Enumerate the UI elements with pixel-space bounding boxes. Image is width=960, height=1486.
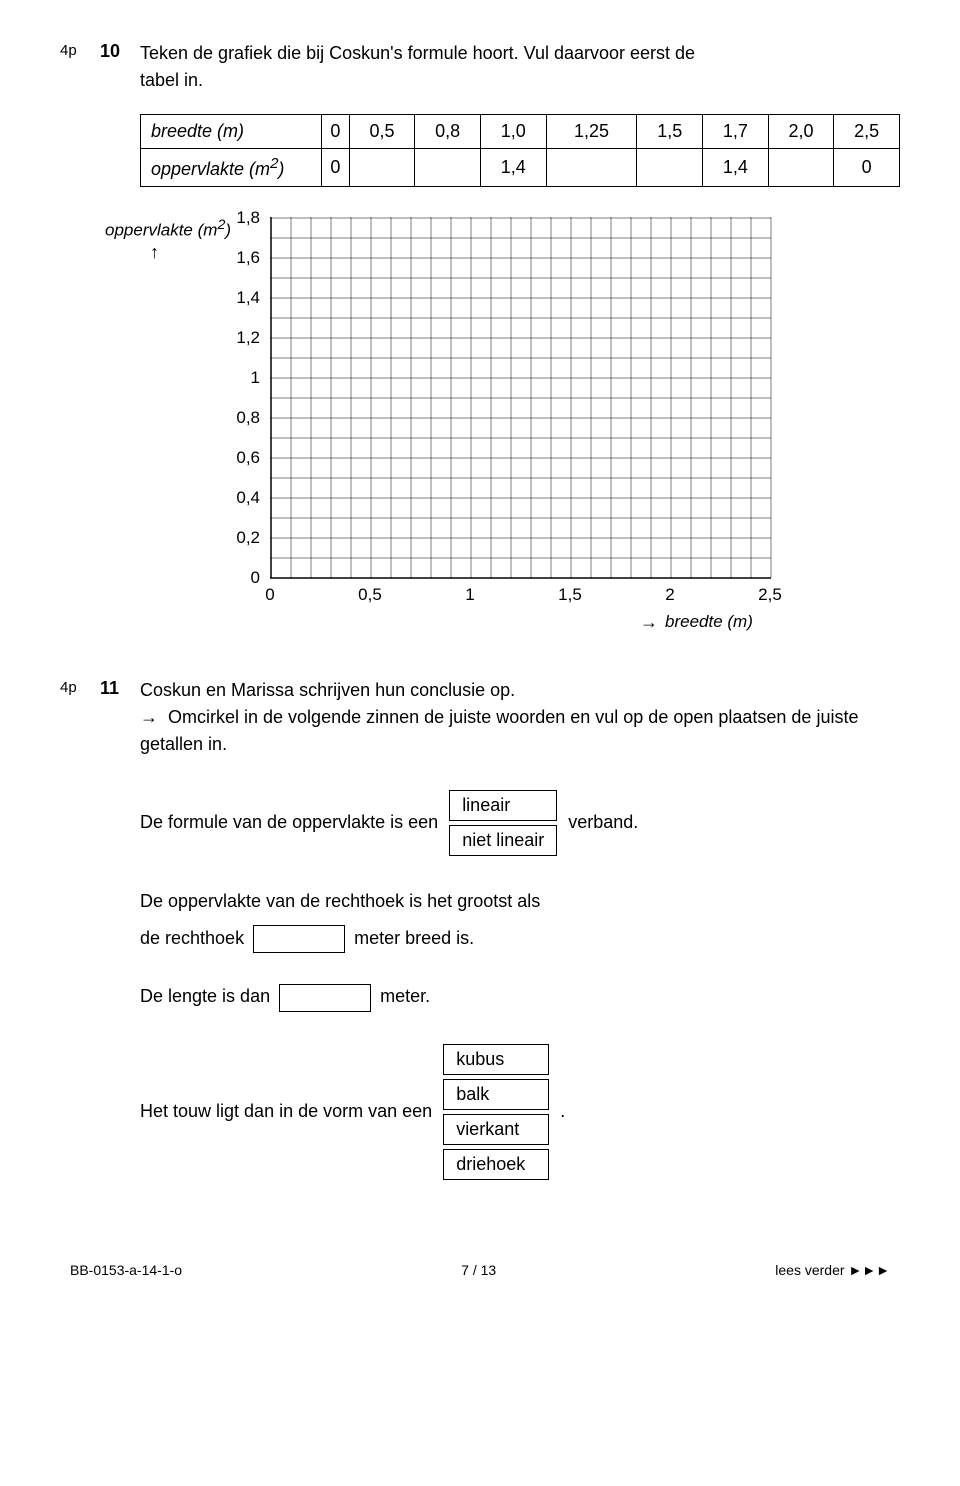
table-cell: 2,0 <box>768 115 834 149</box>
footer-mid: 7 / 13 <box>461 1262 496 1278</box>
y-tick: 1,8 <box>220 208 260 228</box>
table-cell: 1,7 <box>703 115 769 149</box>
table-cell[interactable] <box>415 149 481 187</box>
fill-sentence-4: De lengte is dan meter. <box>140 983 900 1011</box>
points-label: 4p <box>60 40 100 59</box>
table-cell: 1,25 <box>546 115 637 149</box>
footer-left: BB-0153-a-14-1-o <box>70 1262 182 1278</box>
option-driehoek[interactable]: driehoek <box>443 1149 549 1180</box>
option-vierkant[interactable]: vierkant <box>443 1114 549 1145</box>
footer-right: lees verder ►►► <box>775 1262 890 1278</box>
y-tick: 1,4 <box>220 288 260 308</box>
y-axis-label: oppervlakte (m2) <box>105 217 231 241</box>
y-tick: 0,8 <box>220 408 260 428</box>
option-kubus[interactable]: kubus <box>443 1044 549 1075</box>
x-tick: 2 <box>650 585 690 605</box>
arrow-right-icon: → <box>640 612 658 633</box>
table-cell[interactable] <box>637 149 703 187</box>
table-cell[interactable]: 1,4 <box>703 149 769 187</box>
table-cell: 1,5 <box>637 115 703 149</box>
option-niet-lineair[interactable]: niet lineair <box>449 825 557 856</box>
x-tick: 2,5 <box>750 585 790 605</box>
y-tick: 0,6 <box>220 448 260 468</box>
table-cell[interactable] <box>546 149 637 187</box>
table-cell: 1,0 <box>480 115 546 149</box>
question-text: Teken de grafiek die bij Coskun's formul… <box>140 40 900 94</box>
table-cell[interactable]: 0 <box>834 149 900 187</box>
question-number: 11 <box>100 677 140 699</box>
fill-sentence-1: De formule van de oppervlakte is een lin… <box>140 788 900 858</box>
question-body: Coskun en Marissa schrijven hun conclusi… <box>140 677 900 1182</box>
table-cell: 0,5 <box>349 115 415 149</box>
table-cell[interactable] <box>768 149 834 187</box>
y-tick: 1,2 <box>220 328 260 348</box>
option-group: kubus balk vierkant driehoek <box>443 1042 549 1182</box>
question-11: 4p 11 Coskun en Marissa schrijven hun co… <box>60 677 900 1182</box>
x-tick: 0,5 <box>350 585 390 605</box>
question-body: Teken de grafiek die bij Coskun's formul… <box>140 40 900 677</box>
table-cell[interactable]: 0 <box>322 149 350 187</box>
y-tick: 0,4 <box>220 488 260 508</box>
fill-sentence-2: De oppervlakte van de rechthoek is het g… <box>140 888 900 915</box>
option-balk[interactable]: balk <box>443 1079 549 1110</box>
row-label: breedte (m) <box>141 115 322 149</box>
blank-input[interactable] <box>253 925 345 953</box>
grid[interactable] <box>270 217 772 579</box>
table-cell: 0 <box>322 115 350 149</box>
y-tick: 0,2 <box>220 528 260 548</box>
arrow-right-icon: → <box>140 707 158 727</box>
blank-chart: oppervlakte (m2) ↑ 1,8 1,6 1,4 1,2 1 0,8… <box>220 217 900 647</box>
option-group: lineair niet lineair <box>449 788 557 858</box>
table-cell[interactable]: 1,4 <box>480 149 546 187</box>
table-cell: 2,5 <box>834 115 900 149</box>
option-lineair[interactable]: lineair <box>449 790 557 821</box>
x-axis-label: breedte (m) <box>665 612 753 632</box>
question-number: 10 <box>100 40 140 62</box>
y-tick: 1 <box>220 368 260 388</box>
y-tick: 1,6 <box>220 248 260 268</box>
fill-sentence-5: Het touw ligt dan in de vorm van een kub… <box>140 1042 900 1182</box>
row-label: oppervlakte (m2) <box>141 149 322 187</box>
table-cell: 0,8 <box>415 115 481 149</box>
points-label: 4p <box>60 677 100 696</box>
x-tick: 1 <box>450 585 490 605</box>
x-tick: 1,5 <box>550 585 590 605</box>
table-cell[interactable] <box>349 149 415 187</box>
fill-sentence-3: de rechthoek meter breed is. <box>140 925 900 953</box>
blank-input[interactable] <box>279 984 371 1012</box>
arrow-up-icon: ↑ <box>150 242 159 263</box>
x-tick: 0 <box>250 585 290 605</box>
table-row: breedte (m) 0 0,5 0,8 1,0 1,25 1,5 1,7 2… <box>141 115 900 149</box>
table-row: oppervlakte (m2) 0 1,4 1,4 0 <box>141 149 900 187</box>
question-text: Coskun en Marissa schrijven hun conclusi… <box>140 677 900 758</box>
page-footer: BB-0153-a-14-1-o 7 / 13 lees verder ►►► <box>60 1262 900 1278</box>
data-table: breedte (m) 0 0,5 0,8 1,0 1,25 1,5 1,7 2… <box>140 114 900 187</box>
question-10: 4p 10 Teken de grafiek die bij Coskun's … <box>60 40 900 677</box>
